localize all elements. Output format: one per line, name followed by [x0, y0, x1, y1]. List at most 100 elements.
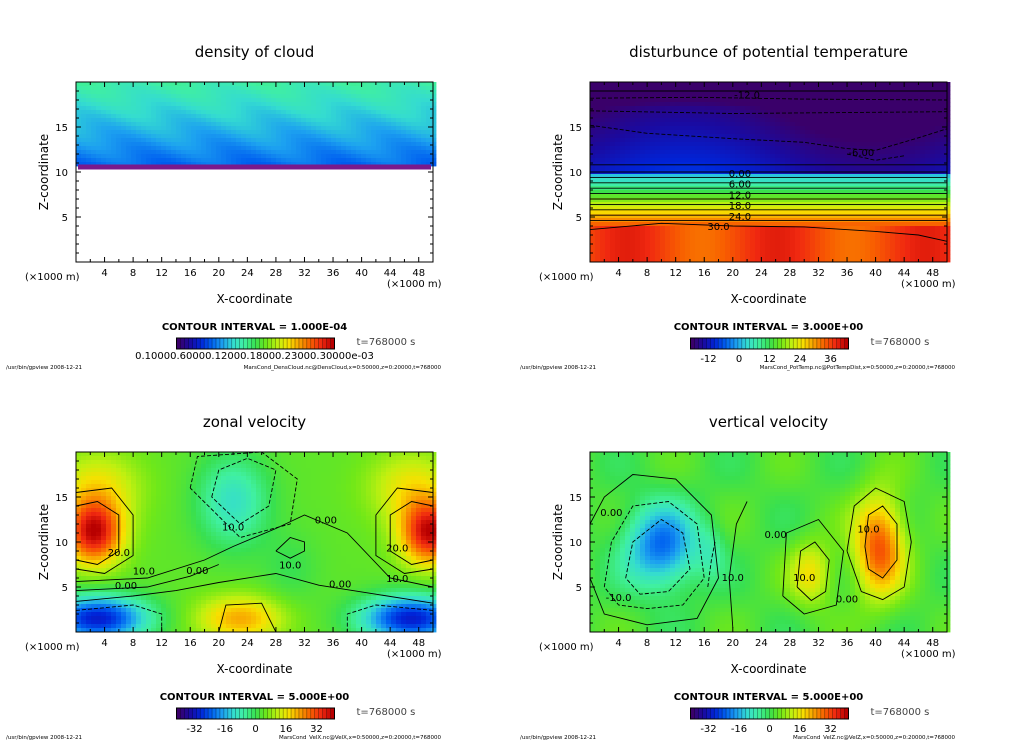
x-tick-label: 36	[327, 268, 340, 279]
contour-line	[589, 96, 948, 101]
y-tick-label: 5	[62, 213, 68, 224]
colorbar-frame	[176, 337, 335, 350]
colorbar-frame	[690, 337, 849, 350]
x-multiplier-right: (×1000 m)	[387, 279, 442, 290]
colorbar-frame	[176, 707, 335, 720]
contour-label: 0.00	[115, 581, 137, 592]
y-axis-label: Z-coordinate	[551, 134, 565, 210]
footer-left: /usr/bin/gpview 2008-12-21	[6, 365, 82, 371]
contour-line	[375, 487, 434, 574]
colorbar	[176, 337, 335, 350]
time-label: t=768000 s	[871, 337, 930, 348]
colorbar-tick-label: 32	[310, 724, 323, 735]
x-tick-label: 32	[812, 268, 825, 279]
y-tick-label: 10	[55, 168, 68, 179]
contour-interval: CONTOUR INTERVAL = 1.000E-04	[162, 322, 347, 333]
x-tick-label: 44	[384, 638, 397, 649]
contour-label: 20.0	[386, 543, 408, 554]
x-tick-label: 24	[755, 638, 768, 649]
colorbar-tick-label: -32	[186, 724, 202, 735]
contour-label: 12.0	[729, 190, 751, 201]
chart-title: zonal velocity	[203, 413, 306, 431]
colorbar-tick-label: 0.10000.60000.12000.18000.23000.30000e-0…	[135, 351, 374, 362]
contour-interval: CONTOUR INTERVAL = 5.000E+00	[674, 692, 864, 703]
panel-velz: vertical velocity 0.00 -10.0 10.0 0.00 10.0 0.…	[520, 413, 956, 740]
x-tick-label: 28	[784, 638, 797, 649]
colorbar-tick-label: -32	[700, 724, 716, 735]
contour-label: 10.0	[279, 560, 301, 571]
colorbar-tick-label: 12	[763, 354, 776, 365]
y-tick-label: 15	[569, 123, 582, 134]
contour-label: 10.0	[793, 573, 815, 584]
x-tick-label: 32	[298, 268, 311, 279]
x-tick-label: 16	[184, 638, 197, 649]
contour-label: 10.0	[222, 523, 244, 534]
y-axis-label: Z-coordinate	[551, 504, 565, 580]
contour-line	[75, 564, 219, 592]
contour-label: 10.0	[722, 573, 744, 584]
y-tick-label: 5	[576, 213, 582, 224]
x-tick-label: 20	[726, 268, 739, 279]
contour-label: 0.00	[600, 508, 622, 519]
x-tick-label: 36	[841, 268, 854, 279]
contour-line	[211, 457, 277, 525]
x-tick-label: 44	[898, 638, 911, 649]
contour-line	[603, 501, 705, 610]
time-label: t=768000 s	[357, 337, 416, 348]
x-tick-label: 4	[615, 268, 621, 279]
x-tick-label: 20	[212, 638, 225, 649]
x-tick-label: 8	[644, 638, 650, 649]
x-tick-label: 44	[898, 268, 911, 279]
contour-line	[189, 451, 298, 539]
x-tick-label: 4	[615, 638, 621, 649]
x-tick-label: 16	[698, 268, 711, 279]
contour-line	[75, 501, 120, 565]
contour-line	[589, 110, 948, 114]
footer-right: MarsCond_PotTemp.nc@PotTempDist,x=0:5000…	[760, 365, 956, 371]
x-tick-label: 24	[241, 638, 254, 649]
contour-lines	[589, 90, 948, 242]
contour-line	[218, 602, 277, 633]
x-tick-label: 12	[155, 268, 168, 279]
colorbar-tick-label: 16	[280, 724, 293, 735]
y-tick-label: 15	[569, 493, 582, 504]
y-tick-label: 5	[576, 583, 582, 594]
contour-line	[728, 501, 748, 628]
contour-line	[864, 505, 898, 579]
x-tick-label: 36	[327, 638, 340, 649]
x-multiplier-right: (×1000 m)	[901, 279, 956, 290]
y-axis-label: Z-coordinate	[37, 134, 51, 210]
contour-line	[275, 536, 305, 559]
footer-left: /usr/bin/gpview 2008-12-21	[520, 365, 596, 371]
contour-line	[75, 573, 434, 604]
x-tick-label: 48	[412, 268, 425, 279]
x-tick-label: 48	[926, 268, 939, 279]
contour-label: 0.00	[329, 579, 351, 590]
contour-label: 30.0	[707, 222, 729, 233]
field-raster	[76, 452, 437, 633]
colorbar	[690, 337, 849, 350]
contour-label: 18.0	[729, 201, 751, 212]
colorbar-tick-label: -16	[217, 724, 233, 735]
y-tick-label: 10	[569, 538, 582, 549]
y-tick-label: 10	[55, 538, 68, 549]
contour-label: 0.00	[836, 595, 858, 606]
footer-left: /usr/bin/gpview 2008-12-21	[6, 735, 82, 740]
contour-line	[846, 153, 905, 161]
x-tick-label: 12	[669, 638, 682, 649]
x-tick-label: 44	[384, 268, 397, 279]
contour-line	[75, 487, 134, 574]
contour-interval: CONTOUR INTERVAL = 3.000E+00	[674, 322, 864, 333]
y-tick-label: 10	[569, 168, 582, 179]
contour-label: 6.00	[729, 180, 751, 191]
colorbar-tick-label: 32	[824, 724, 837, 735]
x-tick-label: 8	[130, 638, 136, 649]
x-tick-label: 40	[355, 268, 368, 279]
contour-label: -10.0	[606, 593, 632, 604]
time-label: t=768000 s	[357, 707, 416, 718]
contour-line	[846, 487, 912, 601]
x-multiplier-left: (×1000 m)	[539, 272, 594, 283]
x-multiplier-left: (×1000 m)	[539, 642, 594, 653]
x-tick-label: 20	[212, 268, 225, 279]
y-tick-label: 15	[55, 493, 68, 504]
